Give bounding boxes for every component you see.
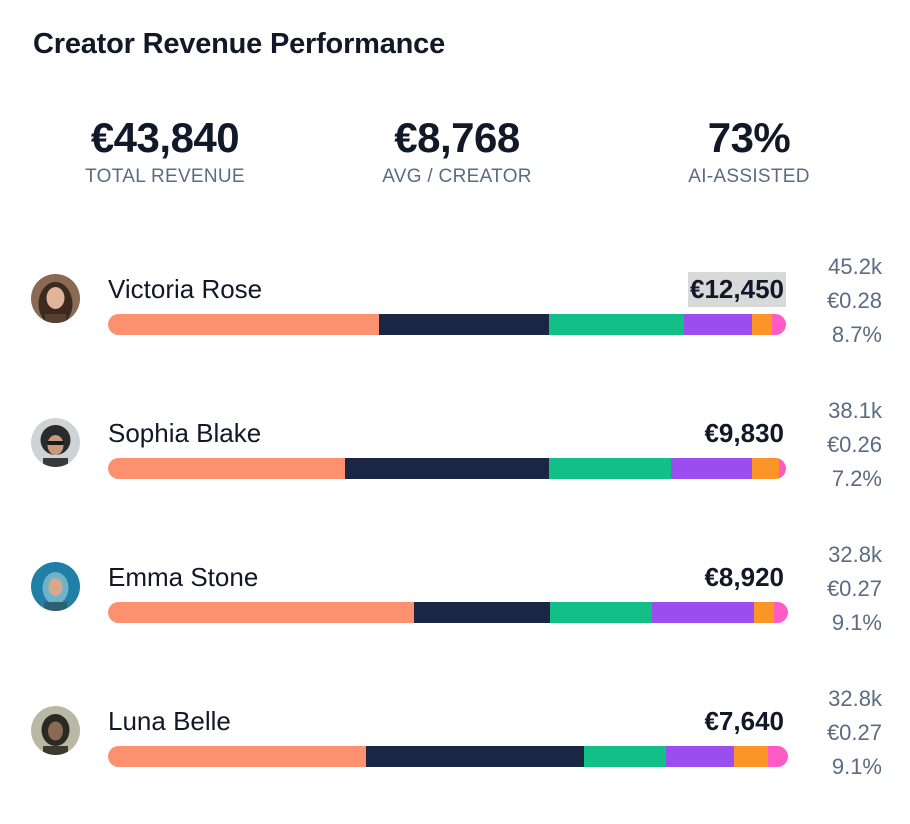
bar-segment [752, 458, 780, 479]
rate: €0.27 [826, 720, 882, 745]
bar-segment [548, 458, 671, 479]
creator-metrics: 32.8k €0.27 9.1% [772, 682, 882, 784]
bar-segment [684, 314, 753, 335]
bar-segment [665, 746, 734, 767]
revenue-breakdown-bar [108, 602, 788, 623]
stat-label: AVG / CREATOR [382, 166, 532, 187]
avatar [31, 562, 80, 611]
followers: 38.1k [828, 398, 882, 423]
stat-avg-creator: €8,768 AVG / CREATOR [317, 114, 597, 188]
bar-segment [652, 602, 754, 623]
rate: €0.27 [826, 576, 882, 601]
avatar-photo-icon [31, 562, 80, 611]
stat-label: AI-ASSISTED [688, 166, 810, 187]
bar-segment [752, 314, 773, 335]
avatar-photo-icon [31, 418, 80, 467]
creator-row[interactable]: Luna Belle €7,640 32.8k €0.27 9.1% [0, 682, 910, 792]
engagement: 8.7% [831, 322, 882, 347]
bar-segment [767, 746, 788, 767]
rate: €0.26 [826, 432, 882, 457]
bar-segment [772, 314, 786, 335]
bar-segment [108, 458, 346, 479]
creator-revenue: €9,830 [704, 418, 784, 448]
page-title: Creator Revenue Performance [33, 28, 446, 60]
stat-value: €8,768 [394, 114, 520, 161]
followers: 32.8k [828, 542, 882, 567]
creator-metrics: 45.2k €0.28 8.7% [772, 250, 882, 352]
followers: 32.8k [828, 686, 882, 711]
avatar [31, 418, 80, 467]
creator-revenue: €8,920 [704, 562, 784, 592]
creator-row[interactable]: Sophia Blake €9,830 38.1k €0.26 7.2% [0, 394, 910, 504]
creator-name[interactable]: Sophia Blake [108, 418, 262, 448]
stat-value: €43,840 [90, 114, 240, 161]
followers: 45.2k [828, 254, 882, 279]
avatar-photo-icon [31, 274, 80, 323]
stat-value: 73% [707, 114, 791, 161]
creator-row[interactable]: Victoria Rose €12,450 45.2k €0.28 8.7% [0, 250, 910, 360]
stat-total-revenue: €43,840 TOTAL REVENUE [25, 114, 305, 188]
revenue-breakdown-bar [108, 314, 786, 335]
stat-ai-assisted: 73% AI-ASSISTED [609, 114, 889, 188]
bar-segment [548, 314, 685, 335]
avatar [31, 274, 80, 323]
bar-segment [108, 602, 414, 623]
bar-segment [774, 602, 788, 623]
bar-segment [779, 458, 786, 479]
creator-revenue: €7,640 [704, 706, 784, 736]
creator-metrics: 38.1k €0.26 7.2% [772, 394, 882, 496]
bar-segment [108, 746, 367, 767]
bar-segment [583, 746, 666, 767]
bar-segment [754, 602, 775, 623]
creator-name[interactable]: Emma Stone [108, 562, 259, 592]
bar-segment [379, 314, 549, 335]
revenue-breakdown-bar [108, 458, 786, 479]
bar-segment [550, 602, 652, 623]
stat-label: TOTAL REVENUE [85, 166, 245, 187]
engagement: 9.1% [831, 610, 882, 635]
bar-segment [670, 458, 753, 479]
creator-row[interactable]: Emma Stone €8,920 32.8k €0.27 9.1% [0, 538, 910, 648]
engagement: 9.1% [831, 754, 882, 779]
bar-segment [345, 458, 549, 479]
bar-segment [366, 746, 584, 767]
bar-segment [108, 314, 380, 335]
creator-name[interactable]: Victoria Rose [108, 274, 263, 304]
avatar [31, 706, 80, 755]
creator-metrics: 32.8k €0.27 9.1% [772, 538, 882, 640]
avatar-photo-icon [31, 706, 80, 755]
revenue-breakdown-bar [108, 746, 788, 767]
bar-segment [414, 602, 550, 623]
engagement: 7.2% [831, 466, 882, 491]
bar-segment [733, 746, 768, 767]
creator-name[interactable]: Luna Belle [108, 706, 231, 736]
rate: €0.28 [826, 288, 882, 313]
creator-revenue: €12,450 [688, 272, 786, 307]
